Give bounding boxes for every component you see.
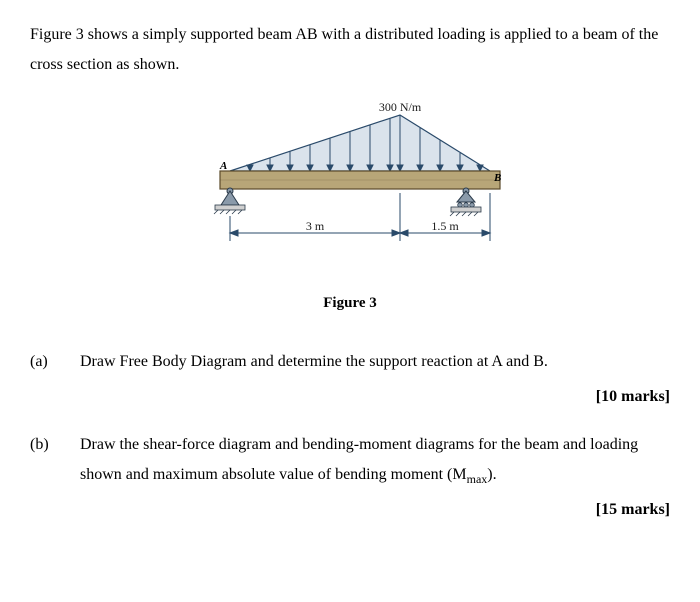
question-a-text: Draw Free Body Diagram and determine the… [80,353,548,370]
load-label: 300 N/m [379,101,422,114]
question-b-label: (b) [30,430,80,526]
beam-diagram: 300 N/m A B [190,101,510,271]
dim-2-label: 1.5 m [431,219,459,233]
figure-caption: Figure 3 [323,289,376,318]
support-a-icon [214,188,245,214]
question-a: (a) Draw Free Body Diagram and determine… [30,347,670,412]
intro-text: Figure 3 shows a simply supported beam A… [30,20,670,81]
dim-1-label: 3 m [306,219,325,233]
question-b-text: Draw the shear-force diagram and bending… [80,436,638,483]
point-b-label: B [493,172,501,184]
figure-3: 300 N/m A B [30,101,670,318]
question-b-suffix: ). [487,466,496,483]
question-a-label: (a) [30,347,80,412]
point-a-label: A [219,160,227,172]
question-b: (b) Draw the shear-force diagram and ben… [30,430,670,526]
question-b-sub: max [467,473,488,487]
question-b-prefix: Draw the shear-force diagram and bending… [80,436,638,483]
question-a-marks: [10 marks] [80,382,670,412]
support-b-icon [450,188,481,216]
question-b-marks: [15 marks] [80,495,670,525]
